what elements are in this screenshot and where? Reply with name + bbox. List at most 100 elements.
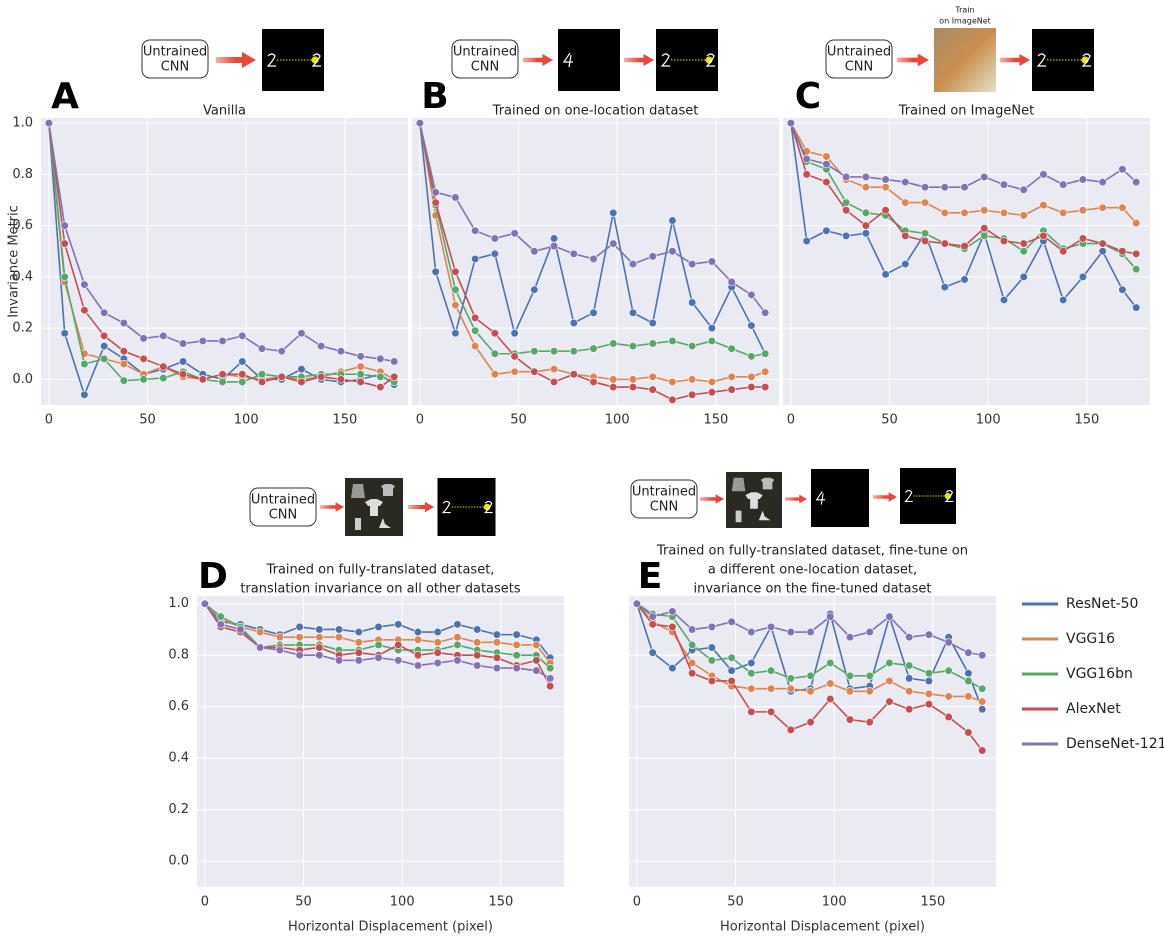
data-point: [1059, 295, 1068, 305]
data-point: [431, 267, 440, 276]
x-tick-label: 100: [390, 895, 415, 910]
data-point: [707, 622, 716, 632]
data-point: [413, 635, 423, 644]
cnn-label: CNN: [161, 60, 190, 75]
data-point: [1078, 272, 1088, 281]
data-point: [924, 700, 934, 709]
data-point: [924, 630, 934, 639]
x-tick-label: 100: [976, 413, 1001, 428]
data-point: [257, 370, 267, 379]
data-point: [786, 119, 795, 128]
pipeline-c: Untrained CNN Train on ImageNet: [825, 6, 1094, 92]
data-point: [727, 372, 736, 381]
data-point: [473, 661, 482, 670]
data-point: [60, 329, 69, 338]
data-point: [178, 357, 188, 366]
data-point: [761, 367, 770, 376]
data-point: [901, 177, 910, 187]
data-point: [218, 336, 227, 346]
data-point: [451, 193, 460, 202]
cnn-box: [451, 39, 519, 79]
data-point: [688, 625, 697, 634]
data-point: [920, 236, 930, 246]
data-point: [453, 620, 462, 629]
data-point: [471, 341, 480, 351]
data-point: [257, 377, 267, 387]
x-tick-label: 0: [787, 413, 795, 428]
data-point: [198, 336, 207, 346]
data-point: [473, 625, 482, 634]
cnn-label: Untrained: [251, 493, 315, 508]
x-tick-label: 150: [488, 895, 513, 910]
data-point: [668, 216, 677, 225]
data-point: [747, 372, 756, 381]
data-point: [727, 666, 736, 675]
x-tick-label: 150: [332, 413, 357, 428]
data-point: [492, 630, 502, 639]
data-point: [569, 347, 578, 356]
y-tick-label: 0.6: [12, 218, 33, 233]
data-point: [354, 627, 363, 637]
data-point: [390, 357, 399, 366]
data-point: [336, 375, 346, 384]
arrow: [320, 502, 344, 512]
data-point: [980, 172, 989, 182]
data-point: [376, 372, 385, 381]
data-point: [901, 259, 910, 269]
data-point: [845, 715, 855, 724]
data-point: [376, 382, 385, 392]
data-point: [453, 640, 462, 650]
panel-letter: D: [198, 556, 228, 597]
data-point: [845, 671, 855, 680]
data-point: [865, 687, 874, 696]
data-point: [861, 229, 870, 238]
data-point: [747, 290, 756, 299]
arrow: [216, 52, 256, 68]
chart-title: Trained on ImageNet: [898, 104, 1034, 119]
data-point: [1132, 218, 1141, 228]
data-point: [431, 188, 440, 197]
arrow: [897, 53, 929, 67]
data-point: [510, 329, 519, 338]
data-point: [453, 656, 462, 665]
arrow: [1000, 54, 1030, 66]
data-point: [668, 395, 677, 404]
data-point: [356, 377, 365, 387]
data-point: [628, 341, 638, 351]
data-point: [727, 385, 736, 394]
data-point: [761, 382, 770, 392]
data-point: [806, 671, 815, 680]
data-point: [861, 221, 870, 230]
data-point: [80, 280, 89, 289]
data-point: [354, 638, 363, 647]
data-point: [549, 234, 559, 243]
data-point: [492, 638, 502, 647]
data-point: [44, 119, 53, 128]
data-point: [628, 382, 638, 392]
data-point: [80, 390, 89, 399]
data-point: [376, 354, 385, 363]
data-point: [238, 331, 247, 340]
data-point: [275, 633, 284, 642]
panel-letter: C: [795, 76, 821, 117]
data-point: [688, 375, 697, 384]
data-point: [159, 331, 168, 340]
chart-title: Vanilla: [203, 104, 246, 119]
data-point: [216, 612, 225, 621]
legend-label: DenseNet-121: [1066, 736, 1164, 752]
data-point: [1132, 303, 1141, 312]
pretrain-note: Train: [954, 6, 974, 15]
data-point: [431, 198, 440, 207]
data-point: [510, 229, 519, 238]
cnn-label: CNN: [650, 500, 679, 515]
data-point: [861, 208, 870, 217]
cnn-box: [249, 487, 317, 527]
data-point: [589, 377, 598, 387]
data-point: [198, 375, 207, 384]
data-point: [1059, 247, 1068, 256]
data-point: [159, 373, 168, 383]
data-point: [940, 208, 949, 217]
y-tick-label: 0.8: [168, 648, 189, 663]
x-tick-label: 50: [510, 413, 527, 428]
cnn-label: Untrained: [827, 45, 891, 60]
